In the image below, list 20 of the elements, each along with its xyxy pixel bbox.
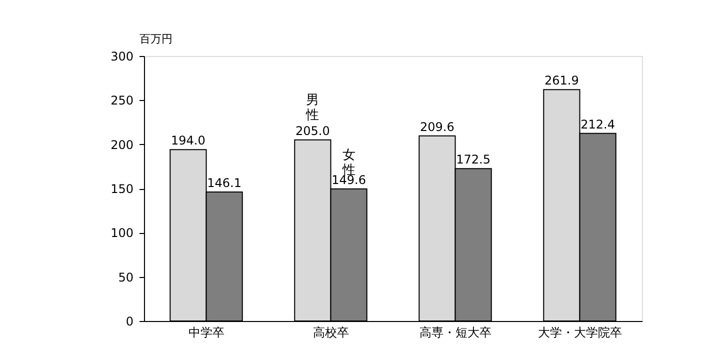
y-tick-label: 300 (110, 50, 134, 64)
data-label: 205.0 (296, 124, 330, 138)
y-tick-label: 250 (110, 94, 134, 108)
y-tick-label: 200 (110, 138, 134, 152)
data-label: 212.4 (580, 117, 615, 132)
data-label: 194.0 (171, 134, 206, 148)
x-tick-label: 中学卒 (188, 326, 224, 340)
x-tick-label: 高校卒 (312, 326, 349, 340)
y-tick-label: 100 (110, 226, 134, 240)
y-tick-label: 0 (126, 314, 134, 328)
data-label: 261.9 (544, 74, 579, 88)
y-tick-label: 150 (110, 182, 134, 196)
x-tick-label: 高専・短大卒 (419, 326, 492, 340)
y-tick-label: 50 (118, 270, 134, 284)
data-label: 172.5 (456, 152, 490, 167)
series-label: 男性 (305, 92, 320, 123)
x-tick-label: 大学・大学院卒 (538, 326, 622, 340)
data-label: 209.6 (420, 120, 454, 134)
y-axis-title: 百万円 (140, 32, 172, 46)
data-label: 146.1 (207, 176, 242, 190)
